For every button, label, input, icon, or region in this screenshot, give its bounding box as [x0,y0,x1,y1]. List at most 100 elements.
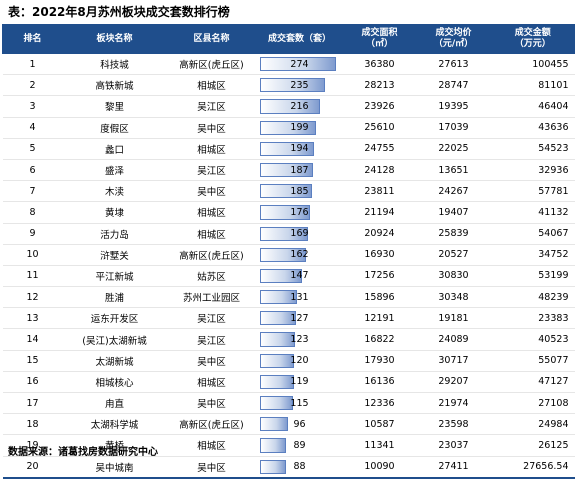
district-cell: 吴中区 [166,180,257,203]
header-amount-line2: （万元） [514,39,551,49]
sets-value: 274 [290,58,309,70]
block-cell: 度假区 [62,117,167,139]
sets-cell: 120 [256,350,343,372]
rank-cell: 10 [2,244,63,266]
price-cell: 20527 [416,244,491,266]
table-row: 17 甪直 吴中区 115 12336 21974 27108 [2,392,575,415]
sets-bar [259,205,310,220]
sets-bar [259,396,293,411]
area-cell: 17256 [342,265,417,288]
table-row: 16 相城核心 相城区 119 16136 29207 47127 [2,371,575,394]
price-cell: 22025 [416,138,491,160]
amount-cell: 57781 [490,180,575,203]
rank-cell: 1 [2,54,63,76]
area-cell: 24755 [342,138,417,160]
rank-cell: 16 [2,371,63,394]
sets-bar [259,332,295,347]
sets-cell: 235 [256,74,343,97]
table-row: 6 盛泽 吴江区 187 24128 13651 32936 [2,159,575,182]
price-cell: 23037 [416,434,491,457]
area-cell: 21194 [342,201,417,224]
table-row: 9 活力岛 相城区 169 20924 25839 54067 [2,223,575,245]
block-cell: 黎里 [62,95,167,118]
table-row: 3 黎里 吴江区 216 23926 19395 46404 [2,95,575,118]
sets-bar [259,459,286,474]
sets-bar [259,374,294,389]
sets-value: 88 [293,461,306,473]
block-cell: 科技城 [62,54,167,76]
sets-value: 115 [290,397,309,409]
block-cell: 黄埭 [62,201,167,224]
rank-cell: 12 [2,286,63,309]
district-cell: 吴江区 [166,307,257,330]
block-cell: 蠡口 [62,138,167,160]
sets-value: 199 [290,122,309,134]
area-cell: 10090 [342,456,417,479]
block-cell: (吴江)太湖新城 [62,328,167,351]
header-price: 成交均价 （元/㎡） [416,24,491,54]
district-cell: 吴中区 [166,117,257,139]
header-amount-line1: 成交金额 [514,28,551,38]
sets-value: 216 [290,100,309,112]
area-cell: 12191 [342,307,417,330]
price-cell: 30830 [416,265,491,288]
sets-bar [259,438,286,453]
amount-cell: 34752 [490,244,575,266]
district-cell: 相城区 [166,223,257,245]
area-cell: 16930 [342,244,417,266]
price-cell: 17039 [416,117,491,139]
district-cell: 苏州工业园区 [166,286,257,309]
sets-bar [259,353,294,368]
district-cell: 相城区 [166,138,257,160]
block-cell: 吴中城南 [62,456,167,479]
sets-cell: 131 [256,286,343,309]
district-cell: 相城区 [166,201,257,224]
table-row: 13 运东开发区 吴江区 127 12191 19181 23383 [2,307,575,330]
block-cell: 黄桥 [62,434,167,457]
header-price-line2: （元/㎡） [433,39,474,49]
sets-value: 127 [290,312,309,324]
rank-cell: 9 [2,223,63,245]
ranking-table: 排名 板块名称 区县名称 成交套数（套） 成交面积 （㎡） 成交均价 （元/㎡） 成… [2,24,575,479]
block-cell: 平江新城 [62,265,167,288]
table-row: 12 胜浦 苏州工业园区 131 15896 30348 48239 [2,286,575,309]
block-cell: 盛泽 [62,159,167,182]
price-cell: 29207 [416,371,491,394]
amount-cell: 100455 [490,54,575,76]
district-cell: 吴江区 [166,95,257,118]
sets-cell: 187 [256,159,343,182]
amount-cell: 54523 [490,138,575,160]
area-cell: 12336 [342,392,417,415]
amount-cell: 53199 [490,265,575,288]
sets-cell: 176 [256,201,343,224]
rank-cell: 18 [2,413,63,436]
area-cell: 20924 [342,223,417,245]
block-cell: 木渎 [62,180,167,203]
block-cell: 甪直 [62,392,167,415]
table-row: 14 (吴江)太湖新城 吴江区 123 16822 24089 40523 [2,328,575,351]
area-cell: 36380 [342,54,417,76]
sets-value: 120 [290,355,309,367]
price-cell: 28747 [416,74,491,97]
sets-value: 89 [293,439,306,451]
area-cell: 23926 [342,95,417,118]
sets-value: 185 [290,185,309,197]
block-cell: 浒墅关 [62,244,167,266]
sets-bar [259,417,288,432]
amount-cell: 27656.54 [490,456,575,479]
district-cell: 高新区(虎丘区) [166,244,257,266]
amount-cell: 46404 [490,95,575,118]
sets-value: 131 [290,291,309,303]
rank-cell: 20 [2,456,63,479]
table-row: 2 高铁新城 相城区 235 28213 28747 81101 [2,74,575,97]
rank-cell: 13 [2,307,63,330]
table-row: 18 太湖科学城 高新区(虎丘区) 96 10587 23598 24984 [2,413,575,436]
district-cell: 吴江区 [166,328,257,351]
district-cell: 姑苏区 [166,265,257,288]
district-cell: 相城区 [166,371,257,394]
table-row: 10 浒墅关 高新区(虎丘区) 162 16930 20527 34752 [2,244,575,266]
table-row: 15 太湖新城 吴中区 120 17930 30717 55077 [2,350,575,372]
header-area-line2: （㎡） [365,39,393,49]
sets-bar [259,141,314,156]
header-amount: 成交金额 （万元） [490,24,575,54]
